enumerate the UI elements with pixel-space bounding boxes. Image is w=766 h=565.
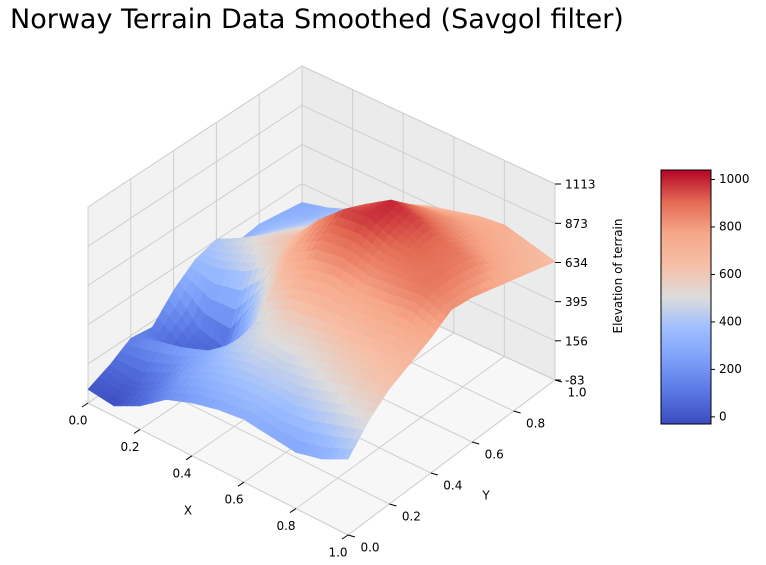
- y-tick-label: 0.6: [485, 448, 504, 462]
- y-tick-mark: [514, 411, 521, 413]
- z-tick-label: 1113: [565, 178, 596, 192]
- x-tick-mark: [290, 509, 296, 513]
- x-tick-label: 0.6: [224, 493, 243, 507]
- y-tick-mark: [348, 535, 355, 537]
- x-tick-mark: [82, 403, 88, 407]
- colorbar-tick-label: 1000: [719, 172, 750, 186]
- colorbar-tick-label: 400: [719, 314, 742, 328]
- colorbar-gradient: [661, 170, 711, 424]
- colorbar-tick-label: 0: [719, 409, 727, 423]
- x-tick-mark: [342, 535, 348, 539]
- colorbar-tick-label: 600: [719, 267, 742, 281]
- y-tick-label: 0.4: [443, 479, 462, 493]
- chart-title: Norway Terrain Data Smoothed (Savgol fil…: [10, 4, 624, 35]
- z-tick-label: 873: [565, 217, 588, 231]
- y-axis-label: Y: [481, 489, 490, 503]
- y-tick-mark: [389, 504, 396, 506]
- z-tick-label: -83: [565, 374, 585, 388]
- z-tick-label: 395: [565, 295, 588, 309]
- x-tick-label: 0.2: [120, 440, 139, 454]
- y-tick-mark: [431, 473, 438, 475]
- y-tick-label: 1.0: [567, 386, 586, 400]
- z-tick-label: 156: [565, 334, 588, 348]
- x-tick-label: 0.8: [276, 519, 295, 533]
- x-tick-mark: [186, 456, 192, 460]
- z-axis-label: Elevation of terrain: [611, 219, 625, 334]
- colorbar-tick-label: 800: [719, 219, 742, 233]
- y-tick-label: 0.0: [360, 541, 379, 555]
- x-tick-mark: [134, 429, 140, 433]
- x-tick-mark: [238, 482, 244, 486]
- x-tick-label: 1.0: [328, 546, 347, 560]
- x-axis-label: X: [184, 504, 192, 518]
- colorbar: 0 200 400 600 800 1000: [661, 170, 750, 424]
- z-tick-label: 634: [565, 256, 588, 270]
- colorbar-tick-label: 200: [719, 362, 742, 376]
- y-tick-label: 0.2: [402, 510, 421, 524]
- x-tick-label: 0.4: [172, 466, 191, 480]
- x-tick-label: 0.0: [68, 414, 87, 428]
- y-tick-label: 0.8: [526, 417, 545, 431]
- y-tick-mark: [472, 442, 479, 444]
